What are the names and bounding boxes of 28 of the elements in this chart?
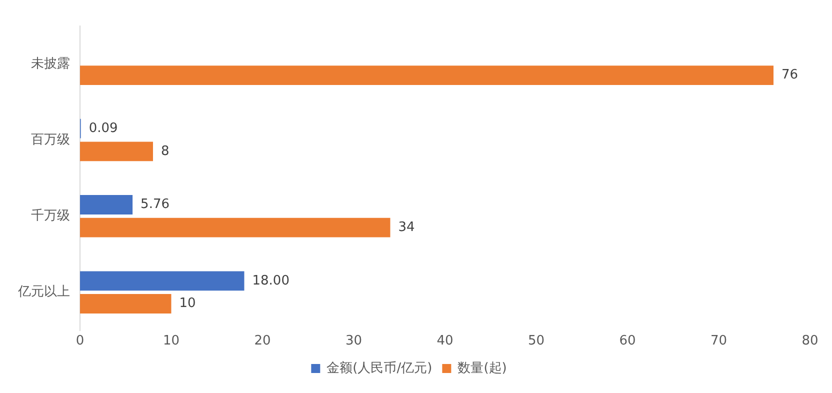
- legend-label: 数量(起): [458, 360, 507, 376]
- bar: [80, 218, 390, 238]
- data-label: 0.09: [88, 120, 118, 136]
- x-tick-label: 10: [162, 334, 180, 349]
- y-tick-label: 百万级: [31, 132, 70, 148]
- bar: [80, 195, 133, 214]
- bar: [80, 66, 774, 86]
- data-label: 76: [782, 68, 798, 83]
- bar: [80, 294, 172, 314]
- x-tick-label: 80: [802, 334, 818, 349]
- y-tick-label: 未披露: [31, 56, 70, 72]
- data-label: 8: [161, 144, 170, 159]
- y-tick-label: 千万级: [31, 208, 70, 224]
- x-tick-label: 70: [710, 334, 728, 349]
- data-label: 34: [398, 220, 415, 235]
- legend-label: 金额(人民币/亿元): [326, 360, 432, 376]
- bar: [80, 271, 244, 291]
- y-tick-label: 亿元以上: [17, 284, 70, 300]
- x-tick-label: 20: [254, 334, 271, 349]
- x-tick-label: 60: [619, 334, 636, 349]
- x-tick-label: 0: [76, 334, 84, 349]
- bar: [80, 142, 153, 162]
- x-tick-label: 50: [528, 334, 545, 349]
- data-label: 5.76: [140, 197, 170, 212]
- x-tick-label: 40: [436, 334, 454, 349]
- x-tick-label: 30: [345, 334, 362, 349]
- data-label: 10: [179, 296, 196, 312]
- data-label: 18.00: [252, 273, 290, 288]
